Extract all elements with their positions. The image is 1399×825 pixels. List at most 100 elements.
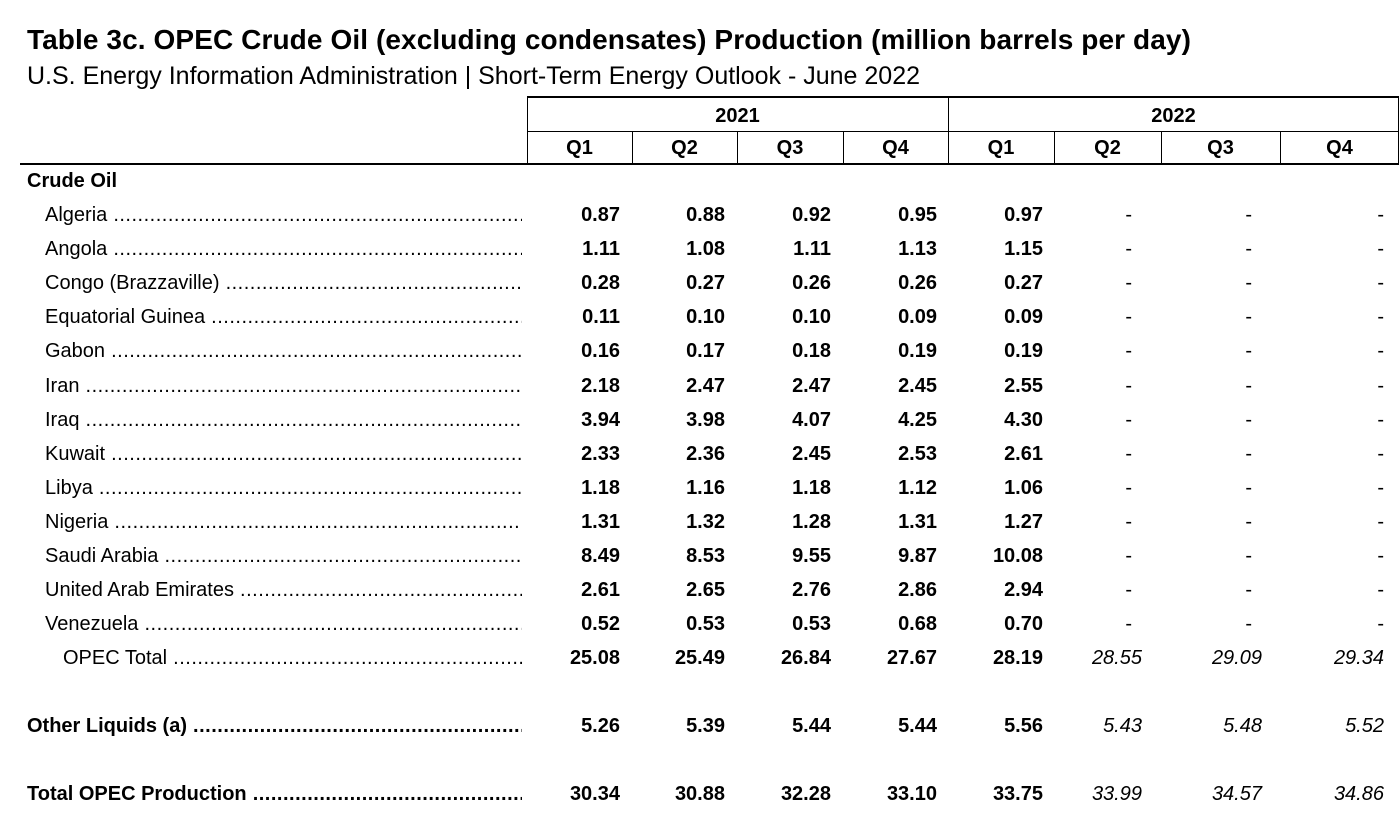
cell-value: 0.70 xyxy=(1004,613,1043,636)
cell-value: - xyxy=(1377,613,1384,636)
row-label: Algeria ................................… xyxy=(45,198,522,232)
cell-value: 0.09 xyxy=(1004,306,1043,329)
page-title: Table 3c. OPEC Crude Oil (excluding cond… xyxy=(27,24,1191,55)
section-label-crude-oil: Crude Oil xyxy=(27,170,118,192)
cell-value: - xyxy=(1125,238,1132,261)
opec-total-row: OPEC Total .............................… xyxy=(0,641,1399,675)
quarter-header: Q3 xyxy=(1207,137,1234,159)
row-label: Nigeria ................................… xyxy=(45,505,522,539)
table-left-rule xyxy=(527,96,528,164)
cell-value: 33.10 xyxy=(886,783,937,805)
quarter-rule xyxy=(737,131,738,164)
row-label: Other Liquids (a) ......................… xyxy=(27,709,522,743)
leader-dots: ........................................… xyxy=(111,442,522,465)
cell-value: - xyxy=(1125,340,1132,363)
quarter-header: Q1 xyxy=(566,137,593,159)
cell-value: 34.57 xyxy=(1211,783,1262,805)
row-label-text: Congo (Brazzaville) xyxy=(45,272,220,295)
country-row: Nigeria ................................… xyxy=(0,505,1399,539)
row-label-text: Venezuela xyxy=(45,613,139,636)
row-label-text: Nigeria xyxy=(45,510,109,533)
cell-value: 29.34 xyxy=(1333,647,1384,670)
cell-value: 0.11 xyxy=(582,306,620,329)
cell-value: 0.87 xyxy=(581,204,620,226)
row-label: Libya ..................................… xyxy=(45,471,522,505)
row-label-text: Saudi Arabia xyxy=(45,545,159,567)
quarter-header: Q2 xyxy=(671,137,698,159)
row-label: OPEC Total .............................… xyxy=(63,641,522,675)
cell-value: 33.75 xyxy=(992,783,1043,805)
country-row: Gabon ..................................… xyxy=(0,334,1399,368)
cell-value: 27.67 xyxy=(886,647,937,670)
country-row: Saudi Arabia ...........................… xyxy=(0,539,1399,573)
cell-value: 0.95 xyxy=(898,204,937,226)
row-label: Equatorial Guinea ......................… xyxy=(45,300,522,334)
cell-value: - xyxy=(1377,545,1384,567)
cell-value: 1.11 xyxy=(793,238,831,261)
row-label: Kuwait .................................… xyxy=(45,437,522,471)
cell-value: - xyxy=(1377,204,1384,226)
leader-dots: ........................................… xyxy=(85,408,522,431)
cell-value: 1.31 xyxy=(581,510,620,533)
cell-value: 0.26 xyxy=(898,272,937,295)
cell-value: 28.19 xyxy=(992,647,1043,670)
row-label-text: Kuwait xyxy=(45,442,106,465)
row-label: Angola .................................… xyxy=(45,232,522,266)
cell-value: 2.47 xyxy=(686,374,725,397)
leader-dots: ........................................… xyxy=(211,306,522,329)
cell-value: - xyxy=(1245,579,1252,602)
cell-value: 0.27 xyxy=(1004,272,1043,295)
cell-value: - xyxy=(1125,204,1132,226)
quarter-rule xyxy=(1054,131,1055,164)
cell-value: 0.53 xyxy=(792,613,831,636)
cell-value: 5.52 xyxy=(1345,715,1384,737)
cell-value: 3.94 xyxy=(581,408,620,431)
cell-value: 1.11 xyxy=(582,238,620,261)
cell-value: 29.09 xyxy=(1211,647,1262,670)
leader-dots: ........................................… xyxy=(85,374,522,397)
cell-value: - xyxy=(1125,408,1132,431)
cell-value: 1.13 xyxy=(898,238,937,261)
leader-dots: ........................................… xyxy=(164,545,522,567)
cell-value: 5.26 xyxy=(581,715,620,737)
leader-dots: ........................................… xyxy=(240,579,522,602)
leader-dots: ........................................… xyxy=(114,510,522,533)
country-row: United Arab Emirates ...................… xyxy=(0,573,1399,607)
cell-value: 26.84 xyxy=(780,647,831,670)
cell-value: 2.53 xyxy=(898,442,937,465)
cell-value: 1.18 xyxy=(581,476,620,499)
cell-value: - xyxy=(1377,442,1384,465)
cell-value: 2.55 xyxy=(1004,374,1043,397)
cell-value: - xyxy=(1245,476,1252,499)
year-header-2022: 2022 xyxy=(1151,105,1196,127)
cell-value: 5.48 xyxy=(1223,715,1262,737)
quarter-header: Q4 xyxy=(1326,137,1353,159)
row-label-text: Total OPEC Production xyxy=(27,783,247,805)
cell-value: 0.88 xyxy=(686,204,725,226)
cell-value: 5.44 xyxy=(898,715,937,737)
cell-value: 34.86 xyxy=(1333,783,1384,805)
cell-value: 5.56 xyxy=(1004,715,1043,737)
cell-value: 4.25 xyxy=(898,408,937,431)
row-label: Saudi Arabia ...........................… xyxy=(45,539,522,573)
cell-value: 0.52 xyxy=(581,613,620,636)
quarter-rule xyxy=(632,131,633,164)
cell-value: 2.36 xyxy=(686,442,725,465)
cell-value: 0.92 xyxy=(792,204,831,226)
country-row: Equatorial Guinea ......................… xyxy=(0,300,1399,334)
leader-dots: ........................................… xyxy=(144,613,522,636)
cell-value: - xyxy=(1125,374,1132,397)
row-label-text: Iran xyxy=(45,374,80,397)
cell-value: 0.17 xyxy=(686,340,725,363)
cell-value: 33.99 xyxy=(1091,783,1142,805)
country-row: Iran ...................................… xyxy=(0,369,1399,403)
leader-dots: ........................................… xyxy=(113,204,522,226)
cell-value: 1.28 xyxy=(792,510,831,533)
leader-dots: ........................................… xyxy=(173,647,522,670)
cell-value: 0.16 xyxy=(581,340,620,363)
cell-value: - xyxy=(1377,476,1384,499)
cell-value: - xyxy=(1125,476,1132,499)
cell-value: 2.61 xyxy=(1004,442,1043,465)
cell-value: - xyxy=(1125,272,1132,295)
country-row: Iraq ...................................… xyxy=(0,403,1399,437)
